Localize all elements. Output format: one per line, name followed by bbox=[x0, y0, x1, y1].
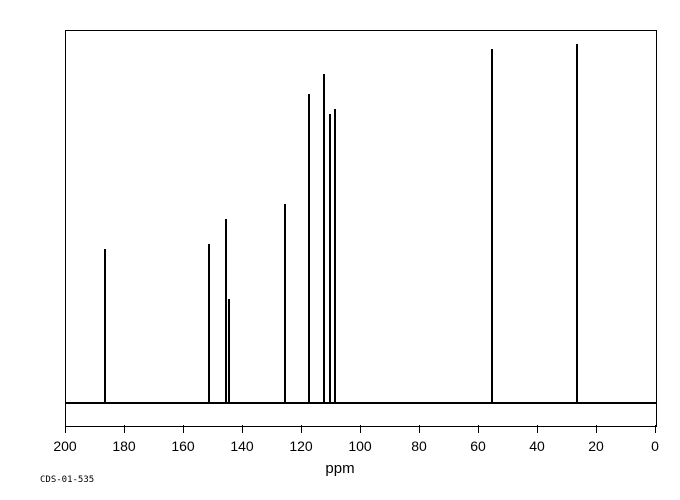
plot-area bbox=[65, 30, 657, 427]
x-tick bbox=[360, 425, 361, 433]
x-tick-label: 80 bbox=[411, 438, 427, 454]
x-tick-label: 180 bbox=[112, 438, 135, 454]
x-tick bbox=[655, 425, 656, 433]
x-tick bbox=[183, 425, 184, 433]
x-tick bbox=[596, 425, 597, 433]
x-tick-label: 0 bbox=[651, 438, 659, 454]
baseline bbox=[66, 402, 656, 404]
peak bbox=[308, 94, 310, 404]
peak bbox=[284, 204, 286, 404]
nmr-chart-container: ppm CDS-01-535 2001801601401201008060402… bbox=[0, 0, 680, 500]
x-tick bbox=[124, 425, 125, 433]
x-tick bbox=[419, 425, 420, 433]
x-tick-label: 200 bbox=[53, 438, 76, 454]
peak bbox=[104, 249, 106, 404]
x-tick bbox=[478, 425, 479, 433]
x-tick-label: 60 bbox=[470, 438, 486, 454]
peak bbox=[225, 219, 227, 404]
peak bbox=[329, 114, 331, 404]
x-tick-label: 20 bbox=[588, 438, 604, 454]
x-tick-label: 40 bbox=[529, 438, 545, 454]
peak bbox=[228, 299, 230, 404]
sample-id: CDS-01-535 bbox=[40, 475, 94, 485]
x-tick bbox=[65, 425, 66, 433]
peak bbox=[576, 44, 578, 404]
x-tick bbox=[242, 425, 243, 433]
x-tick bbox=[301, 425, 302, 433]
x-tick-label: 100 bbox=[348, 438, 371, 454]
x-axis-label: ppm bbox=[325, 460, 354, 477]
x-tick-label: 140 bbox=[230, 438, 253, 454]
peak bbox=[334, 109, 336, 404]
peak bbox=[208, 244, 210, 404]
x-tick-label: 120 bbox=[289, 438, 312, 454]
x-tick bbox=[537, 425, 538, 433]
peak bbox=[491, 49, 493, 404]
x-tick-label: 160 bbox=[171, 438, 194, 454]
peak bbox=[323, 74, 325, 404]
